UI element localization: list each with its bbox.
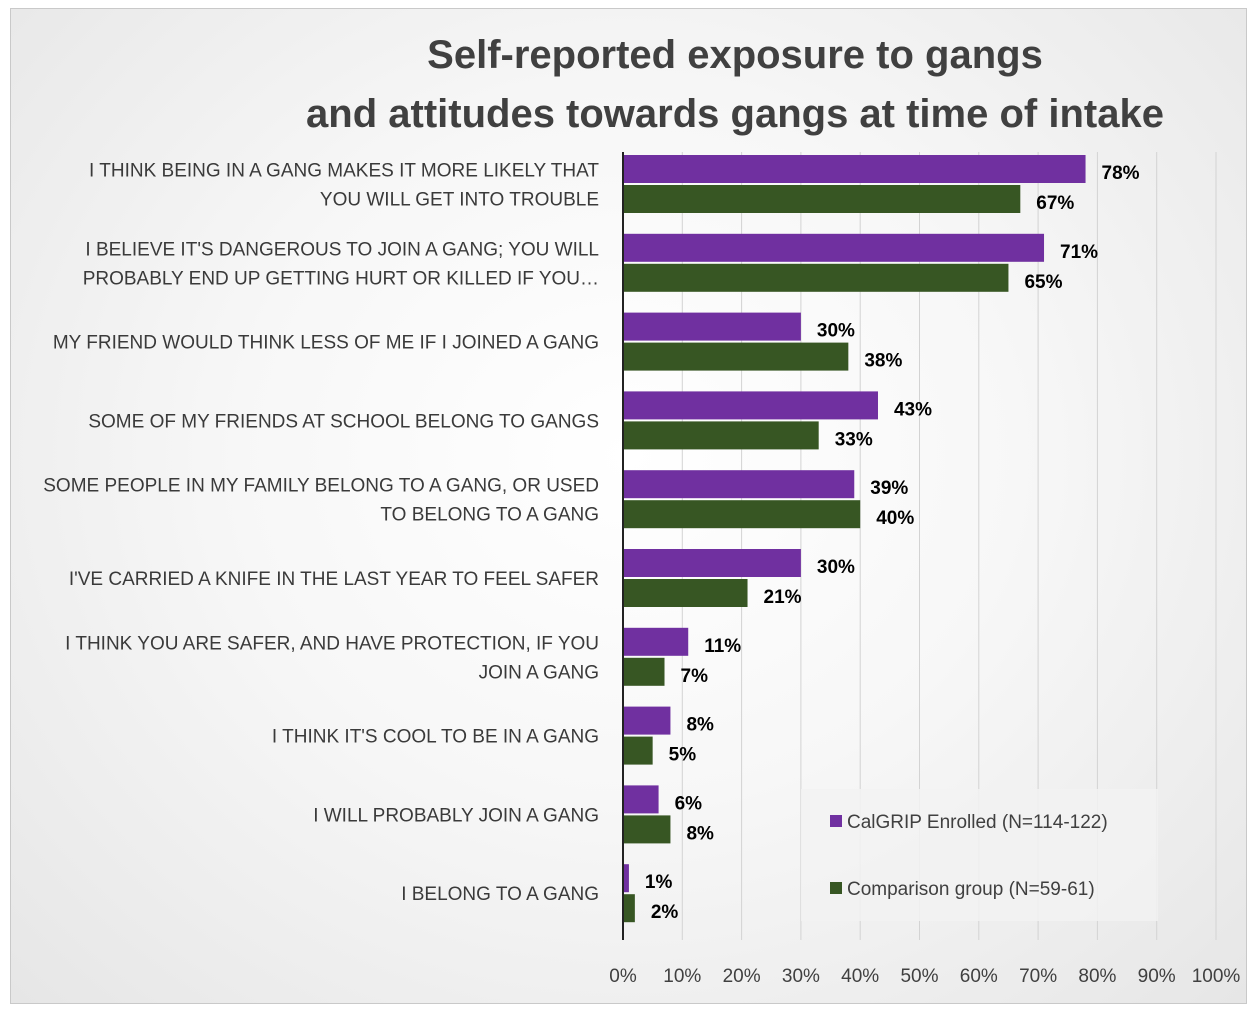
legend-label: Comparison group (N=59-61): [847, 879, 1095, 900]
category-label: I BELIEVE IT'S DANGEROUS TO JOIN A GANG;…: [85, 239, 599, 260]
category-label: I THINK YOU ARE SAFER, AND HAVE PROTECTI…: [65, 633, 599, 654]
data-label: 71%: [1060, 242, 1098, 263]
category-label: I THINK BEING IN A GANG MAKES IT MORE LI…: [89, 161, 599, 182]
x-tick-label: 100%: [1192, 966, 1241, 987]
bar: [623, 657, 665, 686]
bar: [623, 233, 1045, 262]
data-label: 67%: [1036, 193, 1074, 214]
x-tick-label: 30%: [782, 966, 820, 987]
x-tick-label: 40%: [841, 966, 879, 987]
data-label: 8%: [686, 823, 714, 844]
bar: [623, 421, 819, 450]
data-label: 11%: [704, 636, 741, 657]
data-label: 65%: [1024, 272, 1062, 293]
data-label: 2%: [651, 902, 679, 923]
bar: [623, 864, 629, 893]
data-label: 78%: [1102, 163, 1140, 184]
category-label: PROBABLY END UP GETTING HURT OR KILLED I…: [83, 268, 599, 289]
category-label: I WILL PROBABLY JOIN A GANG: [313, 805, 599, 826]
data-label: 6%: [675, 793, 703, 814]
data-label: 38%: [864, 351, 902, 372]
bar: [623, 736, 653, 765]
bar: [623, 185, 1021, 213]
bar: [623, 342, 849, 371]
data-label: 5%: [669, 745, 697, 766]
bar: [623, 312, 801, 341]
data-label: 21%: [764, 587, 802, 608]
category-label: I'VE CARRIED A KNIFE IN THE LAST YEAR TO…: [69, 569, 599, 590]
data-label: 1%: [645, 872, 673, 893]
legend-swatch: [830, 815, 842, 827]
legend-box: [801, 789, 1158, 921]
data-label: 33%: [835, 429, 873, 450]
legend-label: CalGRIP Enrolled (N=114-122): [847, 812, 1108, 833]
x-tick-label: 80%: [1078, 966, 1116, 987]
category-label: SOME OF MY FRIENDS AT SCHOOL BELONG TO G…: [88, 411, 599, 432]
x-tick-label: 90%: [1138, 966, 1176, 987]
x-tick-label: 10%: [663, 966, 701, 987]
category-label: I THINK IT'S COOL TO BE IN A GANG: [272, 727, 599, 748]
bar: [623, 263, 1009, 292]
bar: [623, 470, 855, 499]
bar: [623, 549, 801, 577]
data-label: 30%: [817, 557, 855, 578]
category-label: I BELONG TO A GANG: [401, 884, 599, 905]
bar: [623, 894, 635, 923]
data-label: 40%: [876, 508, 914, 529]
chart-title-line: Self-reported exposure to gangs: [427, 33, 1043, 77]
bar: [623, 391, 878, 420]
x-tick-label: 20%: [723, 966, 761, 987]
legend-swatch: [830, 882, 842, 894]
data-label: 43%: [894, 399, 932, 420]
bar: [623, 785, 659, 814]
bar: [623, 579, 748, 607]
category-label: MY FRIEND WOULD THINK LESS OF ME IF I JO…: [53, 333, 599, 354]
x-tick-label: 0%: [609, 966, 637, 987]
category-label: YOU WILL GET INTO TROUBLE: [320, 190, 599, 211]
data-label: 8%: [686, 715, 714, 736]
data-label: 7%: [681, 666, 709, 687]
bar: [623, 815, 671, 844]
data-label: 39%: [870, 478, 908, 499]
bar: [623, 706, 671, 735]
category-label: TO BELONG TO A GANG: [380, 505, 599, 526]
category-label: JOIN A GANG: [479, 662, 599, 683]
bar: [623, 500, 861, 529]
x-tick-label: 60%: [960, 966, 998, 987]
bar: [623, 627, 689, 656]
data-label: 30%: [817, 321, 855, 342]
chart-title-line: and attitudes towards gangs at time of i…: [306, 92, 1164, 136]
x-tick-label: 70%: [1019, 966, 1057, 987]
bar: [623, 155, 1086, 183]
category-label: SOME PEOPLE IN MY FAMILY BELONG TO A GAN…: [43, 476, 599, 497]
x-tick-label: 50%: [900, 966, 938, 987]
